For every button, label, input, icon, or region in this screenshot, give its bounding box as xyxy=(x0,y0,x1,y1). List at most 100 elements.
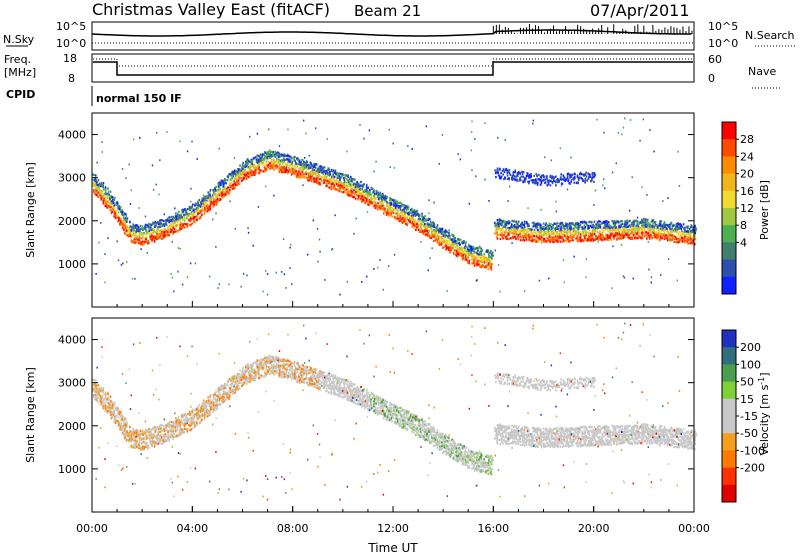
power-cell xyxy=(132,235,135,238)
power-cell xyxy=(491,251,494,254)
power-cell xyxy=(472,255,475,258)
power-cell xyxy=(356,190,359,193)
power-cell xyxy=(233,182,236,185)
power-cell xyxy=(638,230,641,233)
power-cell xyxy=(258,163,260,166)
power-cell xyxy=(175,219,178,222)
power-cell xyxy=(556,227,558,230)
power-cell xyxy=(356,187,359,190)
power-cell xyxy=(392,209,395,212)
power-cell xyxy=(499,168,501,171)
power-cell xyxy=(487,249,490,252)
power-cell xyxy=(243,171,246,174)
power-cell xyxy=(310,166,312,169)
power-cell xyxy=(394,207,396,210)
power-cell xyxy=(634,237,636,240)
power-cell xyxy=(231,187,234,190)
power-cell xyxy=(166,231,169,234)
power-cell xyxy=(311,178,314,181)
power-cell xyxy=(571,229,574,232)
power-cell xyxy=(354,190,356,193)
power-cell xyxy=(469,253,471,256)
power-cell xyxy=(325,172,327,175)
power-cell xyxy=(531,228,533,231)
power-cell xyxy=(517,238,520,241)
power-cell xyxy=(164,223,167,226)
power-cell xyxy=(101,195,104,198)
power-cell xyxy=(577,226,579,229)
power-cell xyxy=(96,184,98,187)
freq-tick-high: 18 xyxy=(63,52,77,65)
power-cell xyxy=(671,238,673,241)
power-cell xyxy=(538,234,541,238)
power-cell xyxy=(160,222,162,225)
power-cell xyxy=(609,229,612,232)
power-cell xyxy=(109,204,112,207)
power-cell xyxy=(374,193,377,196)
power-cell xyxy=(391,209,393,212)
power-cell xyxy=(436,227,439,230)
power-cell xyxy=(560,235,562,238)
power-cell xyxy=(333,179,336,182)
power-cell xyxy=(496,221,499,225)
power-cell xyxy=(197,213,199,216)
power-cell xyxy=(98,186,100,189)
power-cell xyxy=(230,185,232,188)
power-cell xyxy=(150,223,152,226)
power-cell xyxy=(173,228,176,231)
power-cell xyxy=(127,233,129,237)
power-cell xyxy=(405,222,407,225)
power-cell xyxy=(468,262,471,265)
power-cell xyxy=(377,202,379,205)
power-cell xyxy=(605,220,608,223)
power-cell xyxy=(626,229,628,232)
power-cell xyxy=(234,172,237,175)
power-cell xyxy=(111,196,113,199)
power-cell xyxy=(205,196,207,199)
power-cell xyxy=(621,232,624,235)
power-cell xyxy=(583,173,586,176)
power-cell xyxy=(620,220,623,223)
power-cell xyxy=(394,216,397,219)
power-cell xyxy=(556,231,558,234)
power-cell xyxy=(436,224,439,227)
power-cell xyxy=(629,236,632,239)
power-cell xyxy=(332,180,334,183)
power-cell xyxy=(580,177,583,180)
power-cell xyxy=(232,170,234,174)
power-cell xyxy=(392,211,395,214)
power-cell xyxy=(440,243,442,246)
power-cell xyxy=(335,188,337,191)
power-cell xyxy=(541,227,544,231)
power-cell xyxy=(389,199,391,202)
power-cell xyxy=(294,160,297,163)
power-cell xyxy=(133,238,135,241)
power-cell xyxy=(540,241,543,244)
power-cell xyxy=(294,171,296,174)
power-cell xyxy=(290,162,293,165)
power-cell xyxy=(511,219,513,222)
power-cell xyxy=(398,212,401,215)
power-cell xyxy=(315,173,317,176)
power-cell xyxy=(322,176,324,179)
power-cell xyxy=(590,226,593,229)
power-cell xyxy=(160,224,163,227)
power-cell xyxy=(217,182,220,185)
power-cell xyxy=(330,169,333,172)
power-cell xyxy=(584,236,586,239)
power-cell xyxy=(342,186,345,189)
power-cell xyxy=(616,228,618,231)
nsky-tick-high: 10^5 xyxy=(56,20,86,33)
power-cell xyxy=(573,175,576,178)
power-cell xyxy=(593,233,596,236)
power-cell xyxy=(546,224,548,227)
power-cell xyxy=(348,178,351,181)
power-cell xyxy=(583,174,585,177)
power-cell xyxy=(158,221,161,224)
power-cell xyxy=(470,247,472,250)
power-cell xyxy=(290,167,292,170)
power-cell xyxy=(213,203,215,206)
power-cell xyxy=(172,215,175,218)
power-cell xyxy=(594,174,596,177)
power-cell xyxy=(253,157,255,160)
